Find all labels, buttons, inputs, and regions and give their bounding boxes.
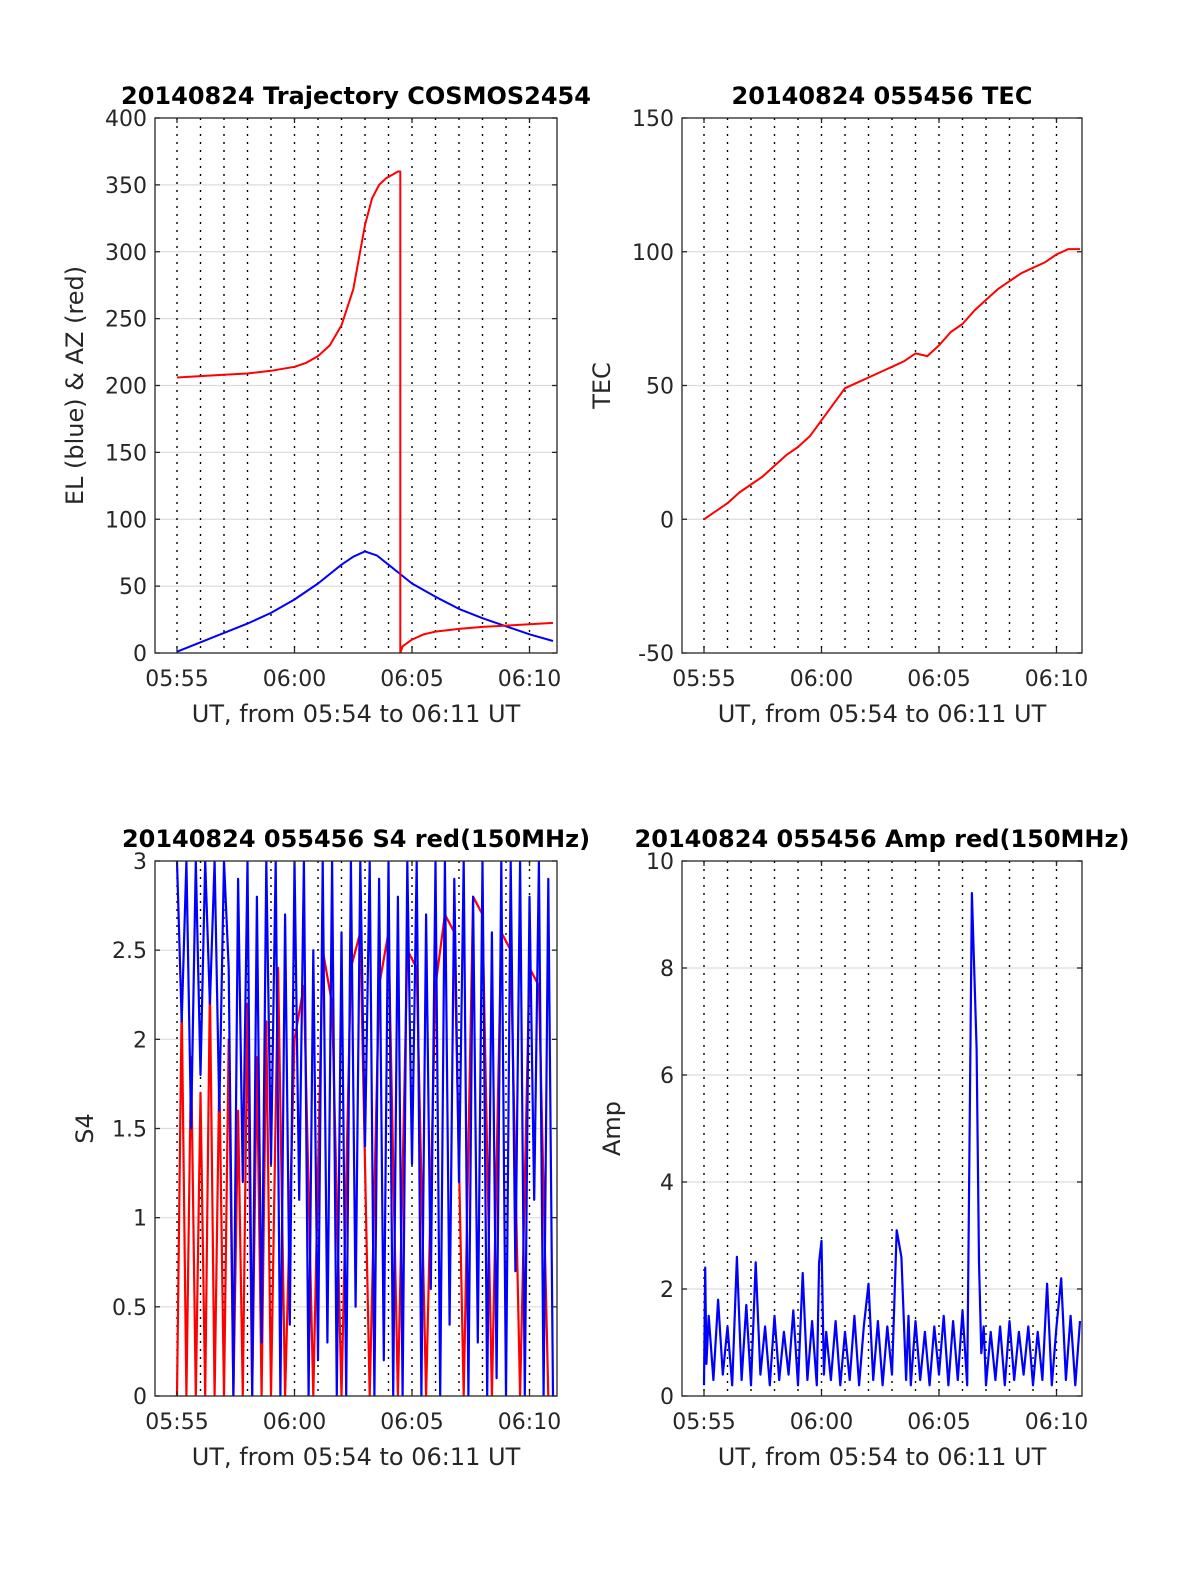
x-tick-label: 05:55 bbox=[145, 667, 208, 692]
series-line-trajectory-0 bbox=[176, 550, 554, 653]
x-tick-label: 06:05 bbox=[380, 667, 443, 692]
x-tick-label: 06:05 bbox=[380, 1410, 443, 1435]
y-tick-label: 50 bbox=[646, 375, 674, 400]
x-tick-label: 06:00 bbox=[790, 1410, 853, 1435]
series-line-trajectory-1 bbox=[176, 170, 554, 653]
y-tick-label: 0.5 bbox=[112, 1296, 147, 1321]
y-tick-label: 4 bbox=[660, 1171, 674, 1196]
x-tick-label: 06:10 bbox=[498, 1410, 561, 1435]
y-tick-label: 0 bbox=[660, 1385, 674, 1410]
y-tick-label: 300 bbox=[105, 241, 147, 266]
y-axis-label: TEC bbox=[588, 362, 616, 410]
y-tick-label: 1 bbox=[133, 1207, 147, 1232]
y-tick-label: 6 bbox=[660, 1064, 674, 1089]
y-tick-label: 0 bbox=[133, 1385, 147, 1410]
x-tick-label: 06:10 bbox=[1025, 667, 1088, 692]
x-axis-label: UT, from 05:54 to 06:11 UT bbox=[192, 700, 521, 728]
series-line-s4-0 bbox=[175, 895, 550, 1396]
x-tick-label: 06:05 bbox=[907, 1410, 970, 1435]
chart-s4: 0 0.5 1 1.5 2 2.5 3 05:55 06:00 06:05 06:10 2014082… bbox=[71, 825, 590, 1471]
y-tick-label: 250 bbox=[105, 308, 147, 333]
x-tick-label: 06:00 bbox=[790, 667, 853, 692]
y-tick-label: 200 bbox=[105, 375, 147, 400]
y-tick-label: 0 bbox=[133, 642, 147, 667]
plot-frame bbox=[681, 860, 1083, 1397]
chart-tec: -50 0 50 100 150 05:55 06:00 06:05 06:10 20140824… bbox=[588, 82, 1088, 728]
y-tick-label: 10 bbox=[646, 850, 674, 875]
series-line-s4-1 bbox=[175, 861, 555, 1396]
y-tick-label: 1.5 bbox=[112, 1118, 147, 1143]
y-tick-label: 3 bbox=[133, 850, 147, 875]
x-axis-label: UT, from 05:54 to 06:11 UT bbox=[718, 700, 1047, 728]
chart-title: 20140824 055456 Amp red(150MHz) bbox=[635, 825, 1130, 853]
y-tick-label: 2.5 bbox=[112, 939, 147, 964]
y-tick-label: 100 bbox=[105, 508, 147, 533]
y-tick-label: -50 bbox=[638, 642, 674, 667]
series-line-amp-0 bbox=[702, 892, 1082, 1387]
x-tick-label: 05:55 bbox=[672, 667, 735, 692]
chart-title: 20140824 055456 TEC bbox=[732, 82, 1033, 110]
x-axis-label: UT, from 05:54 to 06:11 UT bbox=[192, 1443, 521, 1471]
chart-trajectory: 0 50 100 150 200 250 300 350 400 05:55 06:00 06:05 0… bbox=[61, 82, 591, 728]
x-tick-label: 06:00 bbox=[263, 667, 326, 692]
chart-title: 20140824 055456 S4 red(150MHz) bbox=[122, 825, 590, 853]
x-tick-label: 05:55 bbox=[145, 1410, 208, 1435]
y-tick-label: 150 bbox=[105, 441, 147, 466]
y-tick-label: 2 bbox=[660, 1278, 674, 1303]
y-tick-label: 400 bbox=[105, 107, 147, 132]
x-tick-label: 05:55 bbox=[672, 1410, 735, 1435]
x-tick-label: 06:10 bbox=[1025, 1410, 1088, 1435]
y-axis-label: EL (blue) & AZ (red) bbox=[61, 266, 89, 505]
y-axis-label: S4 bbox=[71, 1113, 99, 1144]
x-axis-label: UT, from 05:54 to 06:11 UT bbox=[718, 1443, 1047, 1471]
y-tick-label: 0 bbox=[660, 508, 674, 533]
y-tick-label: 8 bbox=[660, 957, 674, 982]
y-tick-label: 350 bbox=[105, 174, 147, 199]
chart-title: 20140824 Trajectory COSMOS2454 bbox=[121, 82, 591, 110]
y-tick-label: 100 bbox=[632, 241, 674, 266]
x-tick-label: 06:10 bbox=[498, 667, 561, 692]
y-tick-label: 150 bbox=[632, 107, 674, 132]
x-tick-label: 06:00 bbox=[263, 1410, 326, 1435]
y-tick-label: 50 bbox=[119, 575, 147, 600]
y-axis-label: Amp bbox=[598, 1101, 626, 1156]
chart-amp: 0 2 4 6 8 10 05:55 06:00 06:05 06:10 20140824 0554… bbox=[598, 825, 1129, 1471]
series-line-tec-0 bbox=[703, 248, 1080, 521]
y-tick-label: 2 bbox=[133, 1028, 147, 1053]
x-tick-label: 06:05 bbox=[907, 667, 970, 692]
